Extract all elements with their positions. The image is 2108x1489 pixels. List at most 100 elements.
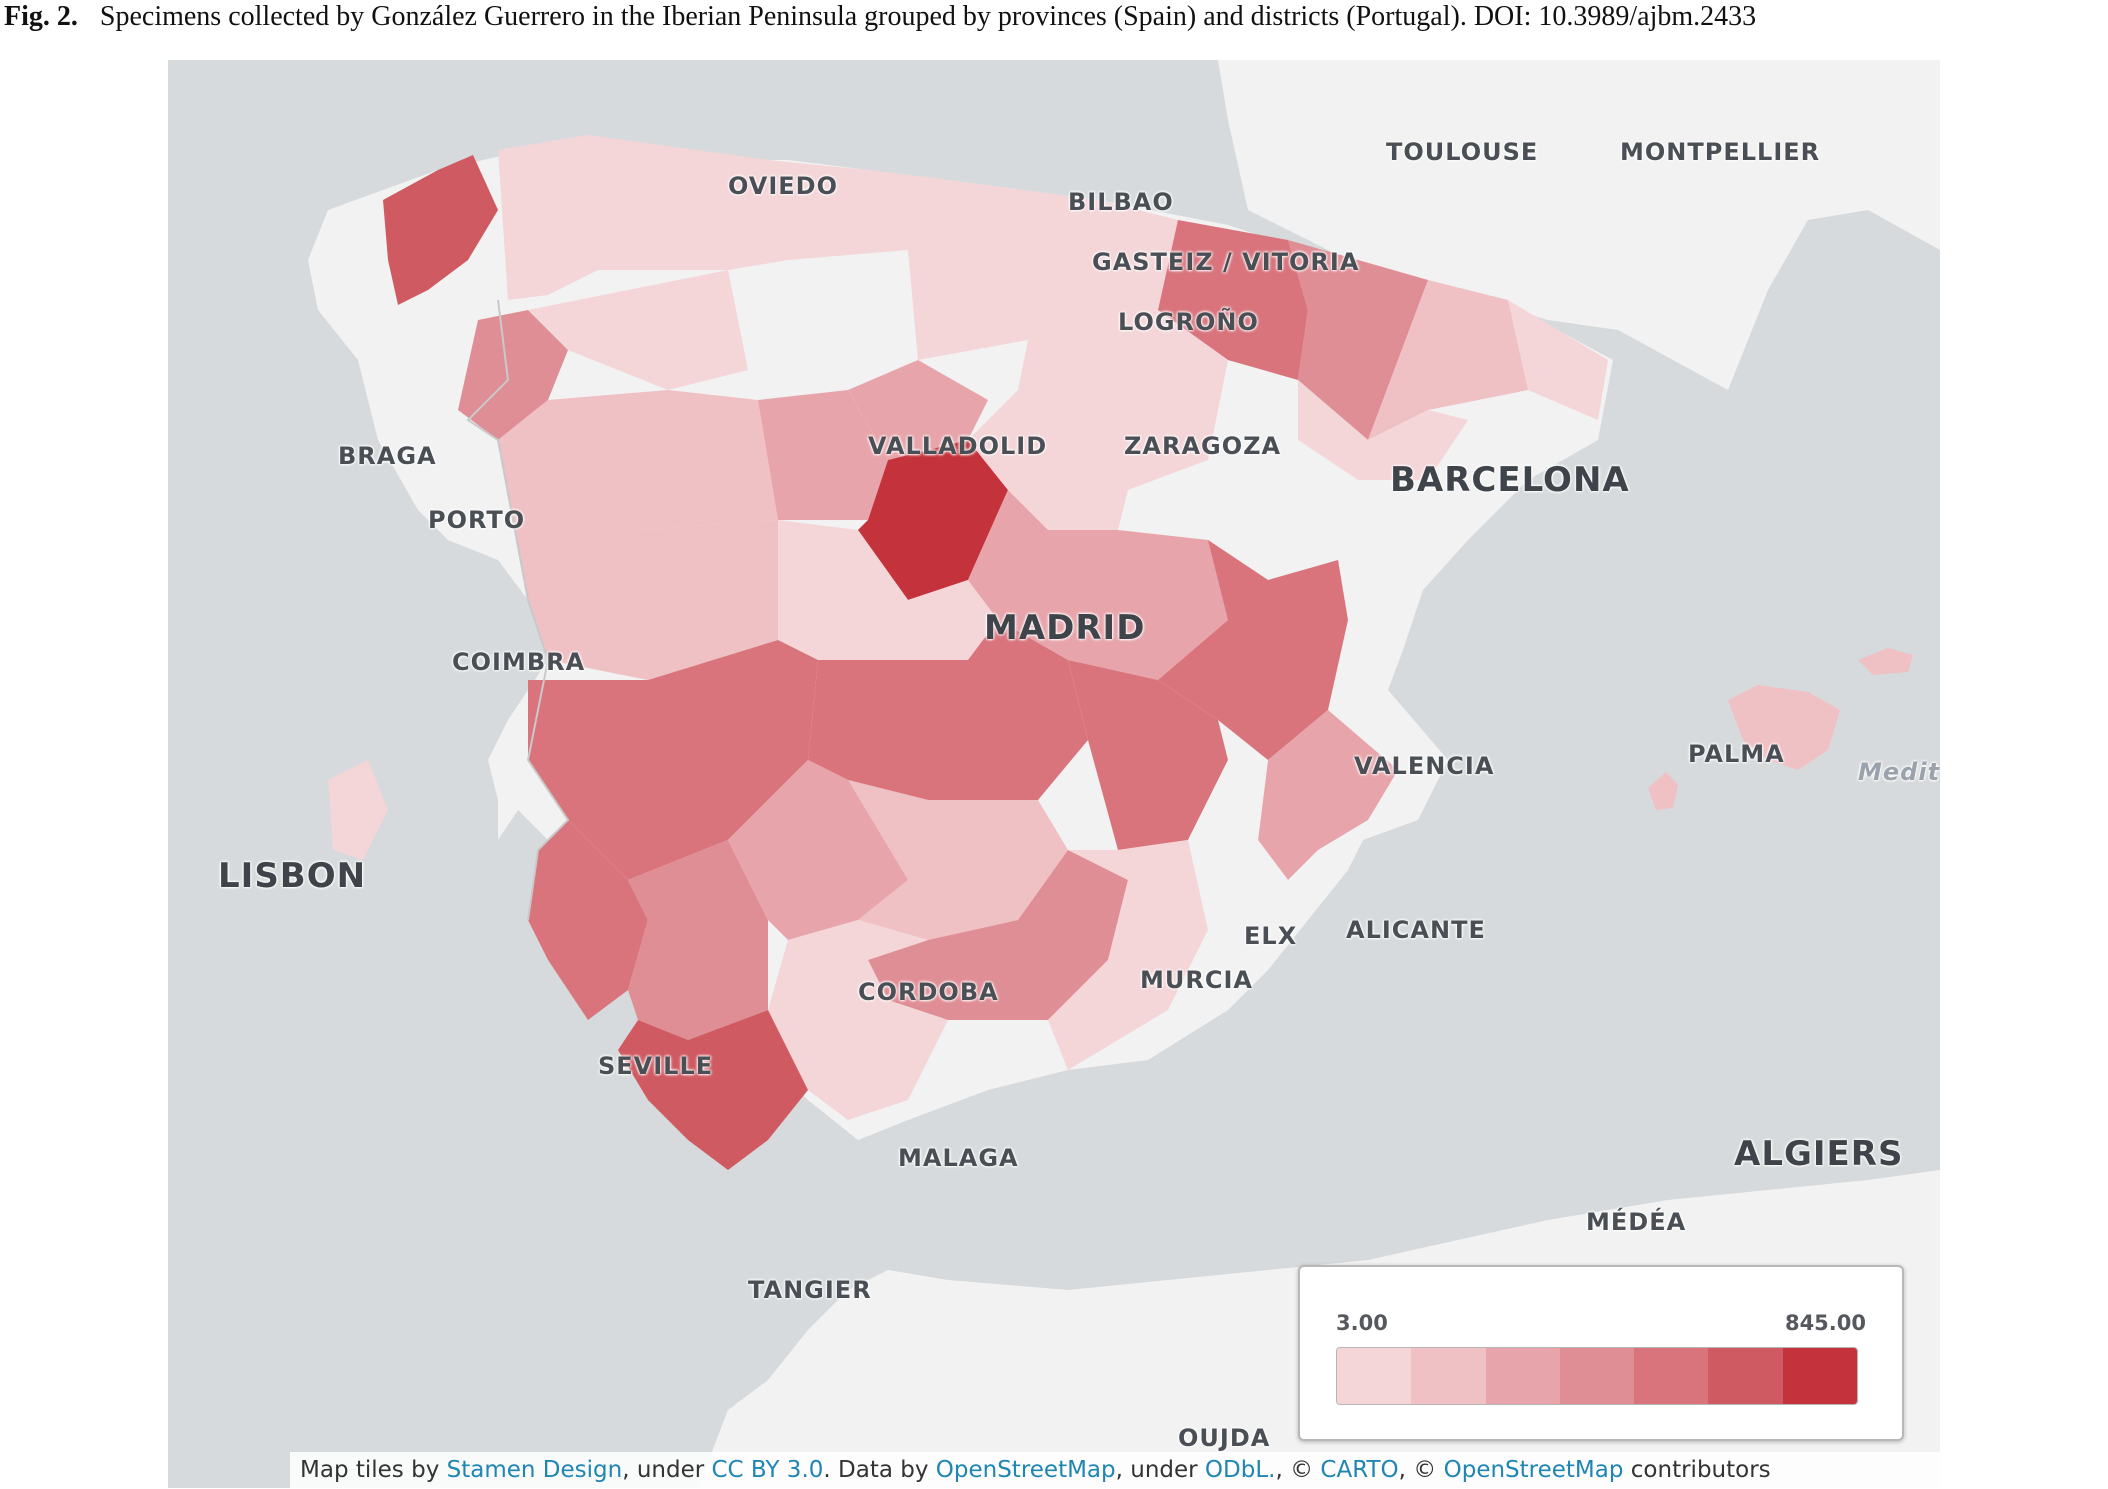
figure-caption-text: Specimens collected by González Guerrero… (99, 1, 1757, 32)
city-label-oviedo: OVIEDO (728, 172, 838, 200)
land-france (1218, 60, 1940, 390)
city-label-logrono: LOGROÑO (1118, 308, 1259, 336)
province-avila (758, 390, 888, 520)
city-label-cordoba: CORDOBA (858, 978, 999, 1006)
attribution-link-license[interactable]: CC BY 3.0 (711, 1457, 824, 1483)
city-label-alicante: ALICANTE (1346, 916, 1486, 944)
island-menorca (1858, 648, 1913, 675)
sea-label-mediterranean: Medit (1858, 758, 1940, 786)
attribution-text: contributors (1623, 1457, 1771, 1483)
attribution-link-carto[interactable]: CARTO (1320, 1457, 1399, 1483)
province-galicia-north (498, 135, 628, 300)
province-sevilla (628, 840, 768, 1040)
legend-swatch-5 (1634, 1348, 1709, 1404)
province-pontevedra (383, 155, 498, 305)
city-label-valencia: VALENCIA (1354, 752, 1495, 780)
city-label-toulouse: TOULOUSE (1386, 138, 1539, 166)
attribution-text: Map tiles by (300, 1457, 447, 1483)
choropleth-map[interactable]: OVIEDO BILBAO TOULOUSE MONTPELLIER GASTE… (168, 60, 1940, 1488)
city-label-barcelona: BARCELONA (1390, 460, 1630, 500)
city-label-bilbao: BILBAO (1068, 188, 1174, 216)
attribution-text: , © (1275, 1457, 1321, 1483)
province-alicante (1258, 710, 1398, 880)
province-valencia (1158, 540, 1348, 760)
province-huesca (1158, 220, 1308, 380)
city-label-tangier: TANGIER (748, 1276, 872, 1304)
province-cadiz (618, 1010, 808, 1170)
province-granada (868, 850, 1128, 1020)
city-label-algiers: ALGIERS (1734, 1134, 1904, 1174)
province-zaragoza (1018, 310, 1228, 490)
city-label-porto: PORTO (428, 506, 526, 534)
legend-max-value: 845.00 (1784, 1311, 1866, 1335)
attribution-link-odbl[interactable]: ODbL. (1204, 1457, 1276, 1483)
province-tarragona (1298, 380, 1468, 480)
province-guadalajara (968, 390, 1128, 530)
city-label-vitoria: GASTEIZ / VITORIA (1092, 248, 1360, 276)
attribution-link-osm[interactable]: OpenStreetMap (935, 1457, 1116, 1483)
district-lisboa (328, 760, 388, 860)
legend-swatch-3 (1485, 1348, 1560, 1404)
province-badajoz (528, 640, 818, 880)
province-madrid (858, 440, 1008, 600)
province-asturias-leon (588, 135, 788, 270)
province-burgos (868, 170, 1028, 360)
portugal-spain-border (466, 299, 570, 921)
island-mallorca (1728, 685, 1840, 770)
city-label-medea: MÉDÉA (1586, 1208, 1687, 1236)
map-attribution: Map tiles by Stamen Design, under CC BY … (290, 1452, 1940, 1488)
legend-min-value: 3.00 (1336, 1311, 1388, 1335)
province-murcia (1188, 760, 1288, 990)
province-teruel (1128, 440, 1358, 580)
city-label-seville: SEVILLE (598, 1052, 714, 1080)
province-almeria (1048, 840, 1208, 1070)
province-leon-south (528, 270, 748, 390)
figure-label: Fig. 2. (4, 1, 78, 32)
province-toledo (778, 520, 998, 660)
province-cuenca (968, 490, 1268, 680)
legend-swatch-2 (1411, 1348, 1486, 1404)
province-caceres (498, 440, 778, 680)
province-segovia (848, 360, 988, 460)
attribution-link-osm-contributors[interactable]: OpenStreetMap (1443, 1457, 1624, 1483)
province-basque (948, 180, 1098, 260)
map-canvas (308, 60, 1940, 1488)
legend-color-ramp (1336, 1347, 1858, 1405)
city-label-oujda: OUJDA (1178, 1424, 1271, 1452)
province-barcelona (1368, 280, 1528, 440)
province-salamanca (498, 390, 778, 530)
city-label-malaga: MALAGA (898, 1144, 1019, 1172)
province-lleida (1288, 240, 1428, 440)
attribution-text: , under (622, 1457, 712, 1483)
city-label-braga: BRAGA (338, 442, 437, 470)
attribution-text: , under (1115, 1457, 1205, 1483)
legend-swatch-6 (1708, 1348, 1783, 1404)
city-label-lisbon: LISBON (218, 856, 367, 896)
attribution-text: , © (1398, 1457, 1444, 1483)
city-label-zaragoza: ZARAGOZA (1124, 432, 1282, 460)
city-label-valladolid: VALLADOLID (868, 432, 1048, 460)
attribution-link-stamen[interactable]: Stamen Design (446, 1457, 623, 1483)
province-malaga (768, 920, 948, 1120)
city-label-montpellier: MONTPELLIER (1620, 138, 1821, 166)
legend-swatch-7 (1782, 1348, 1857, 1404)
city-label-coimbra: COIMBRA (452, 648, 586, 676)
figure-caption: Fig. 2. Specimens collected by González G… (4, 2, 2104, 32)
city-label-palma: PALMA (1688, 740, 1785, 768)
province-albacete (1068, 660, 1228, 850)
city-label-murcia: MURCIA (1140, 966, 1253, 994)
province-cantabria (768, 160, 908, 260)
attribution-text: . Data by (823, 1457, 936, 1483)
province-girona (1508, 300, 1608, 420)
legend-swatch-4 (1559, 1348, 1635, 1404)
province-zamora (458, 310, 568, 440)
province-jaen (848, 780, 1068, 940)
island-ibiza (1648, 772, 1678, 810)
city-label-elx: ELX (1244, 922, 1298, 950)
province-huelva (528, 820, 648, 1020)
city-label-madrid: MADRID (984, 608, 1146, 648)
province-navarra (1018, 200, 1178, 340)
map-legend: 3.00 845.00 (1298, 1265, 1904, 1441)
province-ciudad-real (808, 620, 1088, 800)
legend-swatch-1 (1337, 1348, 1412, 1404)
